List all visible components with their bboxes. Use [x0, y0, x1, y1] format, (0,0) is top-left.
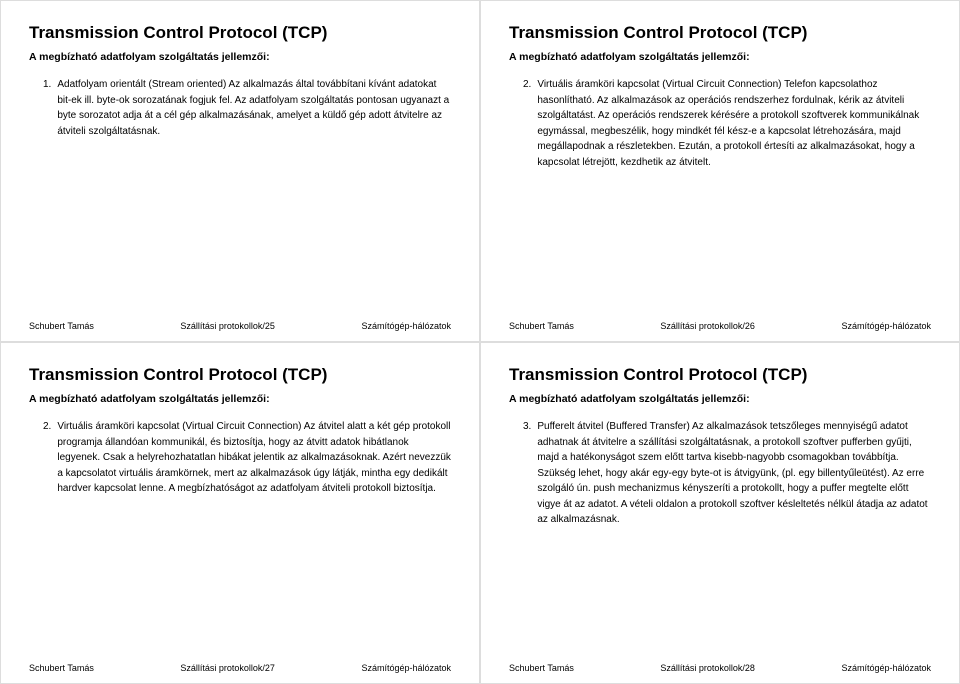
slide-grid: Transmission Control Protocol (TCP) A me… [0, 0, 960, 684]
item-number: 2. [43, 419, 51, 497]
item-text: Virtuális áramköri kapcsolat (Virtual Ci… [537, 77, 931, 170]
item-number: 3. [523, 419, 531, 528]
slide-subtitle: A megbízható adatfolyam szolgáltatás jel… [509, 51, 931, 63]
slide-body: 2. Virtuális áramköri kapcsolat (Virtual… [509, 77, 931, 315]
list-item: 3. Pufferelt átvitel (Buffered Transfer)… [523, 419, 931, 528]
slide-title: Transmission Control Protocol (TCP) [29, 365, 451, 385]
slide-26: Transmission Control Protocol (TCP) A me… [480, 0, 960, 342]
item-text: Virtuális áramköri kapcsolat (Virtual Ci… [57, 419, 451, 497]
slide-27: Transmission Control Protocol (TCP) A me… [0, 342, 480, 684]
slide-28: Transmission Control Protocol (TCP) A me… [480, 342, 960, 684]
item-number: 1. [43, 77, 51, 139]
slide-subtitle: A megbízható adatfolyam szolgáltatás jel… [29, 393, 451, 405]
list-item: 1. Adatfolyam orientált (Stream oriented… [43, 77, 451, 139]
slide-title: Transmission Control Protocol (TCP) [29, 23, 451, 43]
footer-center: Szállítási protokollok/25 [180, 321, 275, 331]
slide-body: 1. Adatfolyam orientált (Stream oriented… [29, 77, 451, 315]
footer-author: Schubert Tamás [509, 663, 574, 673]
slide-body: 2. Virtuális áramköri kapcsolat (Virtual… [29, 419, 451, 657]
item-text: Pufferelt átvitel (Buffered Transfer) Az… [537, 419, 931, 528]
footer-right: Számítógép-hálózatok [361, 321, 451, 331]
slide-subtitle: A megbízható adatfolyam szolgáltatás jel… [29, 51, 451, 63]
slide-footer: Schubert Tamás Szállítási protokollok/26… [509, 321, 931, 331]
slide-25: Transmission Control Protocol (TCP) A me… [0, 0, 480, 342]
list-item: 2. Virtuális áramköri kapcsolat (Virtual… [43, 419, 451, 497]
slide-footer: Schubert Tamás Szállítási protokollok/27… [29, 663, 451, 673]
slide-subtitle: A megbízható adatfolyam szolgáltatás jel… [509, 393, 931, 405]
footer-center: Szállítási protokollok/28 [660, 663, 755, 673]
slide-body: 3. Pufferelt átvitel (Buffered Transfer)… [509, 419, 931, 657]
item-number: 2. [523, 77, 531, 170]
footer-author: Schubert Tamás [29, 321, 94, 331]
footer-right: Számítógép-hálózatok [361, 663, 451, 673]
footer-center: Szállítási protokollok/27 [180, 663, 275, 673]
footer-right: Számítógép-hálózatok [841, 321, 931, 331]
footer-author: Schubert Tamás [29, 663, 94, 673]
slide-footer: Schubert Tamás Szállítási protokollok/28… [509, 663, 931, 673]
footer-author: Schubert Tamás [509, 321, 574, 331]
list-item: 2. Virtuális áramköri kapcsolat (Virtual… [523, 77, 931, 170]
item-text: Adatfolyam orientált (Stream oriented) A… [57, 77, 451, 139]
footer-right: Számítógép-hálózatok [841, 663, 931, 673]
slide-title: Transmission Control Protocol (TCP) [509, 23, 931, 43]
slide-footer: Schubert Tamás Szállítási protokollok/25… [29, 321, 451, 331]
footer-center: Szállítási protokollok/26 [660, 321, 755, 331]
slide-title: Transmission Control Protocol (TCP) [509, 365, 931, 385]
